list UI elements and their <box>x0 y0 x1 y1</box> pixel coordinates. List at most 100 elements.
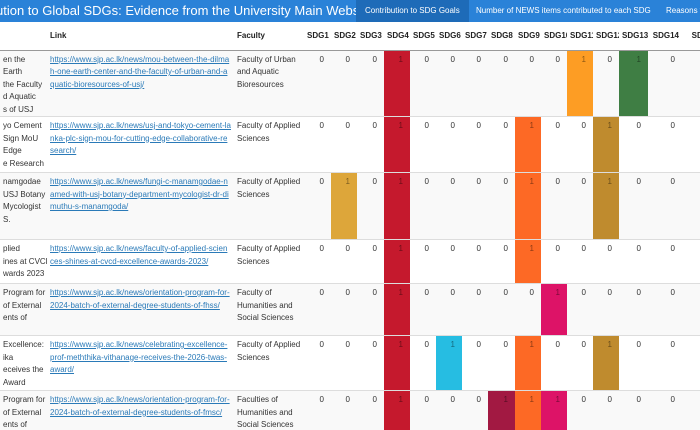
column-header-sdg5[interactable]: SDG5 <box>410 22 436 51</box>
sdg5-value-cell: 0 <box>410 239 436 284</box>
faculty-cell: Faculty of Applied Sciences <box>234 335 304 391</box>
sdg7-value-cell: 0 <box>462 283 488 336</box>
sdg4-value-cell: 1 <box>384 116 410 173</box>
sdg13-value-cell: 0 <box>619 116 648 173</box>
sdg9-value-cell: 1 <box>515 172 541 240</box>
column-header-faculty[interactable]: Faculty <box>234 22 304 51</box>
sdg10-value-cell: 0 <box>541 172 567 240</box>
column-header-sdg12[interactable]: SDG12 <box>593 22 619 51</box>
news-link-cell: https://www.sjp.ac.lk/news/celebrating-e… <box>47 335 234 391</box>
sdg3-value-cell: 0 <box>357 239 384 284</box>
overflow-cell <box>682 172 700 240</box>
column-header-sdg13[interactable]: SDG13 <box>619 22 648 51</box>
faculty-cell: Faculty of Urban and Aquatic Bioresource… <box>234 50 304 117</box>
sdg1-value-cell: 0 <box>304 239 331 284</box>
sdg5-value-cell: 0 <box>410 335 436 391</box>
table-row: Program for of External ents of https://www… <box>0 283 700 336</box>
sdg14-value-cell: 0 <box>648 283 682 336</box>
sdg10-value-cell: 0 <box>541 116 567 173</box>
sdg13-value-cell: 1 <box>619 50 648 117</box>
sdg13-value-cell: 0 <box>619 283 648 336</box>
sdg13-value-cell: 0 <box>619 172 648 240</box>
sdg8-value-cell: 0 <box>488 116 515 173</box>
news-link[interactable]: https://www.sjp.ac.lk/news/mou-between-t… <box>50 54 230 89</box>
column-header-sdg7[interactable]: SDG7 <box>462 22 488 51</box>
news-title-line: en the <box>3 54 26 64</box>
column-header-sdg3[interactable]: SDG3 <box>357 22 384 51</box>
sdg5-value-cell: 0 <box>410 172 436 240</box>
sdg11-value-cell: 0 <box>567 390 593 430</box>
column-header-sdg6[interactable]: SDG6 <box>436 22 462 51</box>
news-link[interactable]: https://www.sjp.ac.lk/news/fungi-c-manam… <box>50 177 229 211</box>
sdg7-value-cell: 0 <box>462 172 488 240</box>
news-link[interactable]: https://www.sjp.ac.lk/news/orientation-p… <box>50 288 230 310</box>
news-link[interactable]: https://www.sjp.ac.lk/news/usj-and-tokyo… <box>50 121 231 155</box>
column-header-sdg11[interactable]: SDG11 <box>567 22 593 51</box>
tab-news-items-per-sdg[interactable]: Number of NEWS items contributed to each… <box>476 6 651 15</box>
column-header-sdg9[interactable]: SDG9 <box>515 22 541 51</box>
faculty-cell: Faculty of Applied Sciences <box>234 239 304 284</box>
sdg12-value-cell: 0 <box>593 283 619 336</box>
sdg10-value-cell: 0 <box>541 239 567 284</box>
sdg9-value-cell: 1 <box>515 239 541 284</box>
table-row: plied ines at CVCD wards 2023 https://www.s… <box>0 239 700 284</box>
column-header-title[interactable] <box>0 22 47 51</box>
sdg-contribution-table: Link Faculty SDG1 SDG2 SDG3 SDG4 SDG5 SDG6 SDG7 S… <box>0 22 700 430</box>
tab-reasons[interactable]: Reasons fo <box>666 6 700 15</box>
sdg12-value-cell: 0 <box>593 239 619 284</box>
sdg3-value-cell: 0 <box>357 283 384 336</box>
news-link[interactable]: https://www.sjp.ac.lk/news/orientation-p… <box>50 395 230 417</box>
sdg14-value-cell: 0 <box>648 335 682 391</box>
news-link[interactable]: https://www.sjp.ac.lk/news/faculty-of-ap… <box>50 244 228 266</box>
sdg4-value-cell: 1 <box>384 283 410 336</box>
sdg11-value-cell: 0 <box>567 239 593 284</box>
sdg4-value-cell: 1 <box>384 239 410 284</box>
column-header-sdg[interactable]: SDG <box>682 22 700 51</box>
sdg2-value-cell: 0 <box>331 239 357 284</box>
sdg3-value-cell: 0 <box>357 116 384 173</box>
column-header-link[interactable]: Link <box>47 22 234 51</box>
column-header-sdg1[interactable]: SDG1 <box>304 22 331 51</box>
sdg12-value-cell: 1 <box>593 172 619 240</box>
sdg8-value-cell: 0 <box>488 50 515 117</box>
column-header-sdg8[interactable]: SDG8 <box>488 22 515 51</box>
news-link[interactable]: https://www.sjp.ac.lk/news/celebrating-e… <box>50 340 228 374</box>
sdg5-value-cell: 0 <box>410 50 436 117</box>
tab-contribution-to-sdg-goals[interactable]: Contribution to SDG Goals <box>356 0 469 22</box>
sdg1-value-cell: 0 <box>304 116 331 173</box>
sdg8-value-cell: 0 <box>488 335 515 391</box>
news-title-cell: plied ines at CVCD wards 2023 <box>0 239 47 284</box>
news-title-line: e Research <box>3 158 44 168</box>
sdg4-value-cell: 1 <box>384 50 410 117</box>
news-link-cell: https://www.sjp.ac.lk/news/faculty-of-ap… <box>47 239 234 284</box>
sdg3-value-cell: 0 <box>357 50 384 117</box>
sdg9-value-cell: 0 <box>515 283 541 336</box>
news-title-line: wards 2023 <box>3 269 45 278</box>
news-title-cell: Program for of External ents of <box>0 283 47 336</box>
sdg13-value-cell: 0 <box>619 239 648 284</box>
faculty-cell: Faculty of Humanities and Social Science… <box>234 283 304 336</box>
sdg12-value-cell: 0 <box>593 390 619 430</box>
sdg11-value-cell: 1 <box>567 50 593 117</box>
faculty-cell: Faculty of Applied Sciences <box>234 116 304 173</box>
news-title-line: Edge <box>3 146 22 155</box>
sdg1-value-cell: 0 <box>304 283 331 336</box>
news-link-cell: https://www.sjp.ac.lk/news/mou-between-t… <box>47 50 234 117</box>
news-title-line: namgodae <box>3 177 41 186</box>
sdg-table-container[interactable]: Link Faculty SDG1 SDG2 SDG3 SDG4 SDG5 SDG6 SDG7 S… <box>0 22 700 430</box>
table-row: Program for of External ents of https://www… <box>0 390 700 430</box>
sdg2-value-cell: 0 <box>331 390 357 430</box>
sdg6-value-cell: 0 <box>436 116 462 173</box>
column-header-sdg14[interactable]: SDG14 <box>648 22 682 51</box>
news-title-cell: Excellence: ika eceives the Award <box>0 335 47 391</box>
news-title-line: Sign MoU <box>3 133 39 143</box>
news-link-cell: https://www.sjp.ac.lk/news/fungi-c-manam… <box>47 172 234 240</box>
column-header-sdg4[interactable]: SDG4 <box>384 22 410 51</box>
sdg3-value-cell: 0 <box>357 172 384 240</box>
column-header-sdg2[interactable]: SDG2 <box>331 22 357 51</box>
news-link-cell: https://www.sjp.ac.lk/news/orientation-p… <box>47 283 234 336</box>
sdg6-value-cell: 0 <box>436 239 462 284</box>
sdg10-value-cell: 1 <box>541 283 567 336</box>
sdg9-value-cell: 1 <box>515 390 541 430</box>
column-header-sdg10[interactable]: SDG10 <box>541 22 567 51</box>
